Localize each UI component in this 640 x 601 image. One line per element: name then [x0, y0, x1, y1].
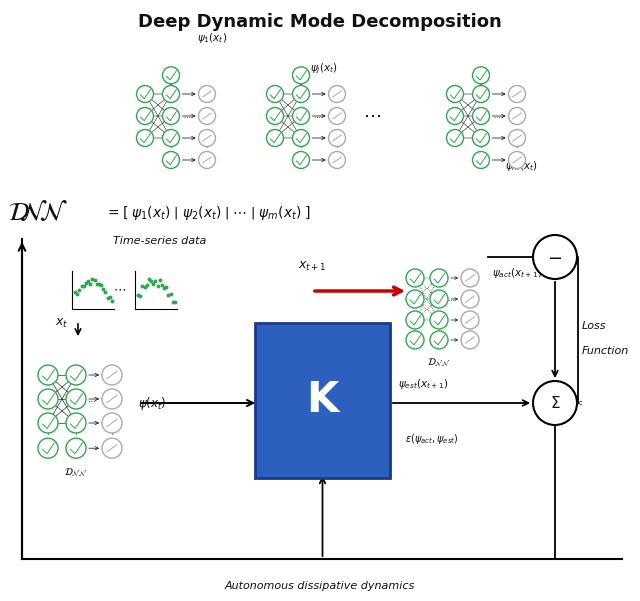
Text: Autonomous dissipative dynamics: Autonomous dissipative dynamics	[225, 581, 415, 591]
Circle shape	[461, 331, 479, 349]
Circle shape	[292, 108, 310, 124]
Circle shape	[292, 67, 310, 84]
Text: $-$: $-$	[547, 248, 563, 266]
Circle shape	[38, 365, 58, 385]
Text: $\cdots$: $\cdots$	[113, 282, 127, 296]
Circle shape	[430, 311, 448, 329]
FancyBboxPatch shape	[255, 323, 390, 478]
Text: $\cdots$: $\cdots$	[363, 107, 381, 125]
Circle shape	[430, 331, 448, 349]
Circle shape	[38, 389, 58, 409]
Circle shape	[447, 108, 463, 124]
Text: $\cdots$: $\cdots$	[447, 296, 455, 302]
Circle shape	[406, 269, 424, 287]
Circle shape	[163, 108, 179, 124]
Circle shape	[66, 365, 86, 385]
Circle shape	[198, 85, 216, 103]
Text: $\cdots$: $\cdots$	[312, 113, 321, 119]
Circle shape	[406, 331, 424, 349]
Circle shape	[447, 129, 463, 147]
Text: $\mathcal{D}\!\!\mathcal{N\!N}$: $\mathcal{D}\!\!\mathcal{N\!N}$	[8, 201, 68, 225]
Text: $\cdots$: $\cdots$	[182, 113, 191, 119]
Text: $x_t$: $x_t$	[54, 317, 68, 329]
Circle shape	[533, 381, 577, 425]
Circle shape	[198, 108, 216, 124]
Circle shape	[472, 85, 490, 103]
Text: $\varepsilon(\psi_{act},\psi_{est})$: $\varepsilon(\psi_{act},\psi_{est})$	[405, 432, 458, 446]
Text: $\psi_j(x_t)$: $\psi_j(x_t)$	[310, 61, 338, 76]
Circle shape	[292, 129, 310, 147]
Circle shape	[38, 438, 58, 458]
Circle shape	[163, 67, 179, 84]
Circle shape	[102, 413, 122, 433]
Circle shape	[38, 413, 58, 433]
Text: $\cdots$: $\cdots$	[493, 113, 500, 119]
Text: $\psi(x_t)$: $\psi(x_t)$	[138, 394, 166, 412]
Circle shape	[509, 85, 525, 103]
Circle shape	[198, 129, 216, 147]
Circle shape	[66, 389, 86, 409]
Circle shape	[102, 438, 122, 458]
Text: K: K	[307, 379, 339, 421]
Circle shape	[430, 290, 448, 308]
Text: Deep Dynamic Mode Decomposition: Deep Dynamic Mode Decomposition	[138, 13, 502, 31]
Circle shape	[461, 311, 479, 329]
Circle shape	[66, 438, 86, 458]
Circle shape	[266, 129, 284, 147]
Circle shape	[136, 85, 154, 103]
Text: $\psi_1(x_t)$: $\psi_1(x_t)$	[197, 31, 227, 45]
Circle shape	[447, 85, 463, 103]
Circle shape	[266, 85, 284, 103]
Circle shape	[163, 129, 179, 147]
Text: $\psi_{est}(x_{t+1})$: $\psi_{est}(x_{t+1})$	[398, 377, 448, 391]
Circle shape	[461, 269, 479, 287]
Circle shape	[136, 129, 154, 147]
Circle shape	[102, 365, 122, 385]
Circle shape	[66, 413, 86, 433]
Circle shape	[163, 151, 179, 168]
Circle shape	[430, 269, 448, 287]
Circle shape	[266, 108, 284, 124]
Text: Function: Function	[582, 346, 629, 356]
Text: $\mathcal{D}_{\mathcal{NN}}$: $\mathcal{D}_{\mathcal{NN}}$	[64, 466, 88, 479]
Circle shape	[328, 129, 346, 147]
Circle shape	[509, 129, 525, 147]
Text: $x_{t+1}$: $x_{t+1}$	[298, 260, 326, 273]
Circle shape	[198, 151, 216, 168]
Text: $\Sigma$: $\Sigma$	[550, 395, 560, 411]
Circle shape	[328, 151, 346, 168]
Text: $\psi_{act}(x_{t+1})$: $\psi_{act}(x_{t+1})$	[492, 266, 543, 280]
Circle shape	[292, 151, 310, 168]
Circle shape	[509, 108, 525, 124]
Circle shape	[102, 389, 122, 409]
Circle shape	[472, 129, 490, 147]
Circle shape	[472, 151, 490, 168]
Text: $\mathcal{D}_{\mathcal{NN}}$: $\mathcal{D}_{\mathcal{NN}}$	[427, 356, 451, 369]
Text: $\psi_m(x_t)$: $\psi_m(x_t)$	[505, 159, 538, 173]
Circle shape	[509, 151, 525, 168]
Circle shape	[292, 85, 310, 103]
Circle shape	[163, 85, 179, 103]
Circle shape	[472, 67, 490, 84]
Circle shape	[533, 235, 577, 279]
Text: $=\left[\;\psi_1(x_t)\;\middle|\;\psi_2(x_t)\;\middle|\;\cdots\;\middle|\;\psi_m: $=\left[\;\psi_1(x_t)\;\middle|\;\psi_2(…	[105, 204, 311, 222]
Circle shape	[328, 108, 346, 124]
Circle shape	[406, 311, 424, 329]
Circle shape	[406, 290, 424, 308]
Circle shape	[461, 290, 479, 308]
Circle shape	[472, 108, 490, 124]
Text: Loss: Loss	[582, 321, 607, 331]
Circle shape	[328, 85, 346, 103]
Text: Time-series data: Time-series data	[113, 236, 207, 246]
Circle shape	[136, 108, 154, 124]
Text: $\cdots$: $\cdots$	[87, 394, 96, 403]
